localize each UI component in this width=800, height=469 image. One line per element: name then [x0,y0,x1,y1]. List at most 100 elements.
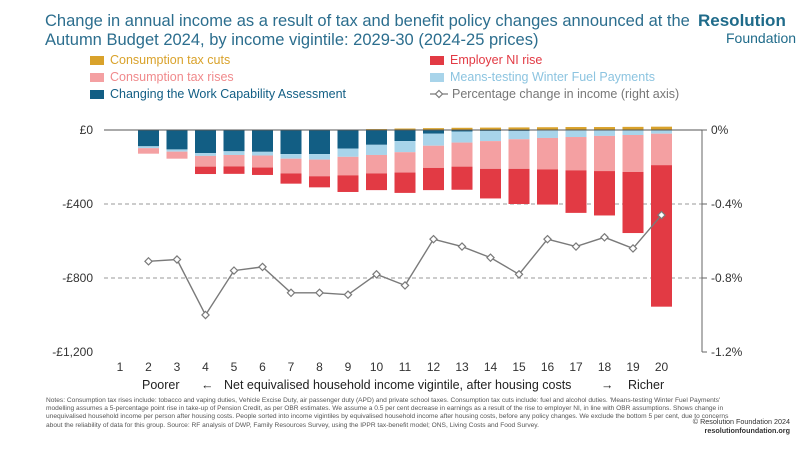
y-tick-label: £0 [80,123,94,137]
pct-point-15 [514,269,524,279]
pct-point-20 [657,210,666,220]
bar-consumption_rises-16 [537,137,558,170]
x-tick-label: 9 [345,360,352,374]
bar-employer_ni-11 [394,172,416,193]
x-tick-label: 13 [455,360,469,374]
pct-point-6 [258,262,267,272]
bar-employer_ni-14 [480,168,501,199]
bar-winter_fuel-16 [537,130,558,138]
x-tick-label: 4 [202,360,209,374]
bar-work_capability-9 [337,130,359,149]
bar-work_capability-13 [451,130,473,132]
bar-employer_ni-12 [423,167,444,191]
bar-consumption_rises-4 [195,155,216,167]
bar-winter_fuel-19 [622,130,644,135]
chart-notes: Notes: Consumption tax rises include: to… [46,397,729,429]
bar-employer_ni-6 [252,167,273,175]
legend-item-winter-fuel: Means-testing Winter Fuel Payments [430,70,655,84]
bar-consumption_rises-10 [366,154,387,174]
bar-employer_ni-7 [280,173,302,184]
bar-winter_fuel-5 [223,151,245,155]
pct-point-17 [571,242,581,251]
bar-consumption_cuts-18 [594,127,615,130]
bar-employer_ni-20 [651,165,672,307]
bar-employer_ni-13 [451,166,473,190]
pct-point-7 [286,288,296,298]
bar-consumption_rises-19 [622,134,644,172]
y2-tick-label: -0.8% [711,271,743,285]
bar-work_capability-5 [223,130,245,152]
bar-employer_ni-15 [508,168,530,204]
bar-winter_fuel-12 [423,133,444,146]
x-label-poorer: Poorer [142,378,180,392]
bar-consumption_cuts-20 [651,126,672,130]
bar-work_capability-4 [195,130,216,154]
bar-employer_ni-4 [195,166,216,175]
y-tick-label: -£1,200 [52,345,93,359]
bar-consumption_cuts-17 [565,127,587,130]
pct-point-2 [144,256,153,266]
pct-point-8 [315,288,324,298]
bar-consumption_rises-2 [138,148,159,154]
chart-title: Change in annual income as a result of t… [45,12,690,49]
bar-winter_fuel-2 [138,146,159,149]
pct-point-11 [400,280,410,290]
x-tick-label: 10 [370,360,384,374]
legend-swatch-winter-fuel [430,72,444,82]
legend-item-consumption-cuts: Consumption tax cuts [90,53,230,67]
x-tick-label: 1 [117,360,124,374]
pct-point-16 [543,234,552,244]
bar-consumption_cuts-16 [537,127,558,130]
y2-tick-label: -0.4% [711,197,743,211]
bar-employer_ni-17 [565,170,587,213]
bar-consumption_rises-13 [451,142,473,167]
pct-point-13 [457,242,467,251]
pct-change-line [148,214,663,317]
x-label-richer: Richer [628,378,664,392]
brand-logo: Resolution Foundation [698,11,796,47]
pct-point-10 [372,269,381,279]
x-tick-label: 16 [541,360,555,374]
bar-consumption_rises-18 [594,135,615,172]
x-tick-label: 6 [259,360,266,374]
website-link: resolutionfoundation.org [704,426,790,435]
x-axis-title: Net equivalised household income viginti… [224,378,571,392]
brand-name: Resolution [698,11,786,30]
bar-work_capability-12 [423,130,444,134]
legend-label-consumption-rises: Consumption tax rises [110,70,234,84]
bar-work_capability-8 [309,130,330,155]
x-tick-label: 15 [512,360,526,374]
bar-consumption_rises-3 [166,151,188,159]
pct-point-3 [172,255,182,264]
bar-consumption_rises-20 [651,133,672,166]
pct-point-12 [429,234,438,244]
bar-winter_fuel-18 [594,130,615,136]
bar-winter_fuel-4 [195,153,216,156]
x-tick-label: 17 [569,360,583,374]
bar-consumption_cuts-19 [622,126,644,130]
bar-work_capability-7 [280,130,302,155]
bar-consumption_rises-5 [223,154,245,167]
legend-label-work-capability: Changing the Work Capability Assessment [110,87,346,101]
bar-work_capability-10 [366,130,387,145]
pct-point-4 [201,310,210,320]
bar-winter_fuel-10 [366,144,387,155]
bar-consumption_rises-7 [280,158,302,174]
pct-point-18 [600,232,609,242]
legend-label-consumption-cuts: Consumption tax cuts [110,53,231,67]
copyright: © Resolution Foundation 2024 resolutionf… [693,417,790,435]
bar-consumption_cuts-14 [480,127,501,130]
bar-consumption_rises-15 [508,139,530,169]
y2-tick-label: 0% [711,123,729,137]
x-tick-label: 18 [598,360,612,374]
legend-line-marker-icon [430,89,448,99]
bar-winter_fuel-8 [309,154,330,160]
legend-swatch-consumption-rises [90,72,104,82]
bar-work_capability-6 [252,130,273,152]
bar-winter_fuel-6 [252,151,273,156]
legend-label-pct-line: Percentage change in income (right axis) [452,87,680,101]
bar-consumption_cuts-13 [451,127,473,130]
pct-point-19 [628,243,638,253]
bar-employer_ni-18 [594,171,615,216]
x-tick-label: 2 [145,360,152,374]
